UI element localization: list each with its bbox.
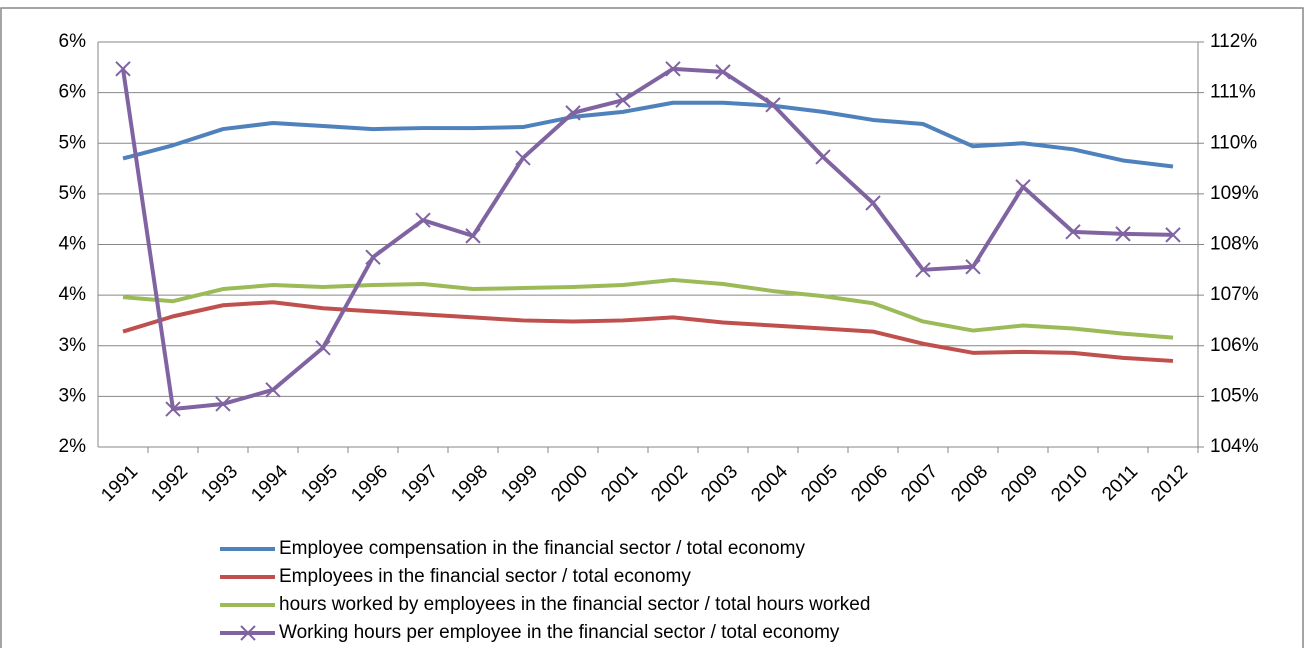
legend-label: hours worked by employees in the financi… <box>279 594 870 615</box>
x-tick-label: 2011 <box>1098 461 1142 505</box>
y2-tick-label: 112% <box>1210 31 1257 52</box>
series-marker <box>815 149 831 165</box>
x-tick-label: 1998 <box>447 461 492 506</box>
series-marker <box>565 105 581 121</box>
x-tick-label: 2002 <box>647 461 692 506</box>
series-line <box>121 66 1174 412</box>
legend-marker <box>240 625 256 641</box>
x-tick-label: 2012 <box>1147 461 1192 506</box>
series-marker <box>215 396 231 412</box>
series-marker <box>415 212 431 228</box>
series-line <box>122 100 1174 169</box>
x-tick-label: 2007 <box>897 461 942 506</box>
x-tick-label: 2001 <box>597 461 642 506</box>
series-marker <box>1165 227 1181 243</box>
y-tick-label: 5% <box>59 183 87 204</box>
series-marker <box>1065 224 1081 240</box>
x-tick-label: 1992 <box>147 461 192 506</box>
series-line <box>122 300 1174 363</box>
x-tick-label: 1996 <box>347 461 392 506</box>
x-tick-label: 1994 <box>247 461 292 506</box>
series-marker <box>865 195 881 211</box>
series-marker <box>265 382 281 398</box>
series-marker <box>115 61 131 77</box>
y2-tick-label: 104% <box>1210 436 1259 457</box>
y-tick-label: 2% <box>59 436 87 457</box>
x-tick-label: 2006 <box>847 461 892 506</box>
x-tick-label: 1999 <box>497 461 542 506</box>
x-tick-label: 2004 <box>747 461 792 506</box>
series-marker <box>165 401 181 417</box>
x-tick-label: 2003 <box>697 461 742 506</box>
x-tick-label: 1991 <box>97 461 142 506</box>
series-marker <box>915 262 931 278</box>
series-marker <box>315 340 331 356</box>
series-marker <box>715 64 731 80</box>
x-tick-label: 2000 <box>547 461 592 506</box>
y-tick-label: 4% <box>59 284 87 305</box>
legend-label: Employee compensation in the financial s… <box>279 538 805 559</box>
y2-tick-label: 108% <box>1210 234 1259 255</box>
y2-tick-label: 106% <box>1210 335 1259 356</box>
x-tick-label: 1993 <box>197 461 242 506</box>
series-line <box>122 277 1174 340</box>
y2-tick-label: 105% <box>1210 385 1259 406</box>
y2-tick-label: 110% <box>1210 132 1257 153</box>
legend-label: Employees in the financial sector / tota… <box>279 566 691 587</box>
x-tick-label: 2005 <box>797 461 842 506</box>
series-marker <box>765 97 781 113</box>
y-tick-label: 4% <box>59 234 87 255</box>
series-marker <box>665 61 681 77</box>
legend-label: Working hours per employee in the financ… <box>279 622 840 643</box>
y2-tick-label: 107% <box>1210 284 1259 305</box>
series-marker <box>465 228 481 244</box>
series-marker <box>965 259 981 275</box>
y-tick-label: 3% <box>59 335 87 356</box>
x-tick-label: 2008 <box>947 461 992 506</box>
chart-frame <box>0 7 1304 648</box>
series-marker <box>365 249 381 265</box>
x-tick-label: 2009 <box>997 461 1042 506</box>
y-tick-label: 6% <box>59 31 87 52</box>
y-tick-label: 5% <box>59 132 87 153</box>
x-tick-label: 2010 <box>1047 461 1092 506</box>
y2-tick-label: 109% <box>1210 183 1259 204</box>
series-marker <box>615 92 631 108</box>
y-tick-label: 3% <box>59 385 87 406</box>
series-marker <box>515 150 531 166</box>
y-tick-label: 6% <box>59 82 87 103</box>
series-marker <box>1015 179 1031 195</box>
x-tick-label: 1997 <box>397 461 442 506</box>
y2-tick-label: 111% <box>1210 82 1256 103</box>
series-marker <box>1115 226 1131 242</box>
x-tick-label: 1995 <box>297 461 342 506</box>
